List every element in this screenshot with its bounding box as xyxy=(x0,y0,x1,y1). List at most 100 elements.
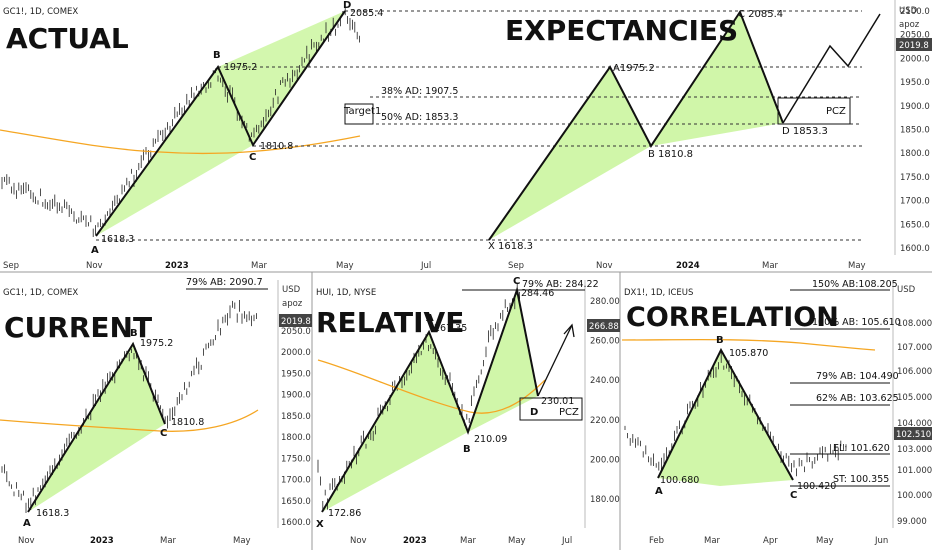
top-ytick: 1750.0 xyxy=(900,173,930,183)
bl-ytick: 1950.0 xyxy=(281,369,311,379)
title-relative: RELATIVE xyxy=(316,306,464,339)
target-box xyxy=(344,103,374,125)
current-fill xyxy=(28,344,165,512)
relative-val-c: 284.46 xyxy=(521,288,554,299)
current-label-a: A xyxy=(23,518,31,529)
top-price-tag-text: 2019.8 xyxy=(899,41,929,51)
bl-price-tag-text: 2019.8 xyxy=(281,317,311,327)
relative-bcd-fill xyxy=(468,290,538,432)
relative-pattern-line xyxy=(321,286,539,513)
top-panel: GC1!, 1D, COMEX ACTUAL EXPECTANCIES B 19… xyxy=(0,0,932,271)
br-150ab-label: 150% AB:108.205 xyxy=(812,279,898,290)
bm-ytick: 280.00 xyxy=(590,297,620,307)
bl-y-axis: 2050.0 2000.0 1950.0 1900.0 1850.0 1800.0 1750… xyxy=(281,327,311,528)
expect-bcd-fill xyxy=(651,12,783,146)
bm-x-axis: Nov 2023 Mar May Jul xyxy=(350,536,572,546)
relative-label-c: C xyxy=(513,276,520,287)
correlation-val-b: 105.870 xyxy=(729,348,768,359)
top-xtick: May xyxy=(336,261,354,271)
expect-pattern-line xyxy=(488,9,784,241)
top-xtick: Sep xyxy=(508,261,524,271)
correlation-label-a: A xyxy=(655,486,663,497)
relative-val-x: 172.86 xyxy=(328,508,361,519)
current-val-b: 1975.2 xyxy=(140,338,173,349)
expect-label-d: D 1853.3 xyxy=(782,126,828,137)
bl-79ab-label: 79% AB: 2090.7 xyxy=(186,277,263,288)
bm-xtick: 2023 xyxy=(403,536,427,546)
bl-price-tag xyxy=(279,314,312,327)
br-xtick: Feb xyxy=(649,536,664,546)
top-ytick: 1600.0 xyxy=(900,244,930,254)
actual-label-a: A xyxy=(91,245,99,256)
br-100ab-label: 100% AB: 105.610 xyxy=(812,317,901,328)
expect-label-c: C 2085.4 xyxy=(738,9,783,20)
top-currency: USD xyxy=(899,6,918,16)
top-price-tag xyxy=(896,38,932,51)
title-expectancies: EXPECTANCIES xyxy=(505,14,738,47)
bl-xtick: 2023 xyxy=(90,536,114,546)
expect-label-x: X 1618.3 xyxy=(488,241,533,252)
top-ytick: 1700.0 xyxy=(900,197,930,207)
br-ytick: 108.000 xyxy=(897,319,932,329)
bm-price-tag xyxy=(587,319,620,332)
br-ytick: 99.000 xyxy=(897,517,927,527)
relative-arrow-head xyxy=(563,323,575,338)
br-price-tag xyxy=(894,427,932,440)
bl-moving-average xyxy=(0,409,259,432)
title-correlation: CORRELATION xyxy=(626,302,839,333)
current-val-c: 1810.8 xyxy=(171,417,204,428)
br-ytick: 105.000 xyxy=(897,393,932,403)
bm-pcz-box xyxy=(519,397,583,421)
top-xtick: Sep xyxy=(3,261,19,271)
br-79ab-label: 79% AB: 104.490 xyxy=(816,371,899,382)
top-ytick: 2100.0 xyxy=(900,7,930,17)
actual-val-b: 1975.2 xyxy=(224,62,257,73)
expect-xab-fill xyxy=(489,67,651,240)
level-38ad-label: 38% AD: 1907.5 xyxy=(381,86,458,97)
correlation-label-b: B xyxy=(716,335,724,346)
relative-label-d: D xyxy=(530,407,538,418)
bm-symbol: HUI, 1D, NYSE xyxy=(316,288,376,298)
top-xtick: Mar xyxy=(251,261,268,271)
top-ytick: 2000.0 xyxy=(900,54,930,64)
bm-79ab-label: 79% AB: 284.22 xyxy=(522,279,599,290)
br-ytick: 103.000 xyxy=(897,445,932,455)
br-symbol: DX1!, 1D, ICEUS xyxy=(624,288,693,298)
top-price-bars xyxy=(1,8,361,237)
top-ytick: 1900.0 xyxy=(900,102,930,112)
bl-x-axis: Nov 2023 Mar May xyxy=(18,536,251,546)
bl-ytick: 1700.0 xyxy=(281,476,311,486)
br-ytick: 101.000 xyxy=(897,466,932,476)
correlation-val-c: 100.420 xyxy=(797,481,836,492)
br-x-axis: Feb Mar Apr May Jun xyxy=(649,536,888,546)
top-ytick: 1800.0 xyxy=(900,149,930,159)
bm-ytick: 260.00 xyxy=(590,337,620,347)
top-moving-average xyxy=(0,129,361,155)
bottom-mid-panel: HUI, 1D, NYSE RELATIVE X 172.86 A 267.35… xyxy=(316,276,620,546)
actual-val-c: 1810.8 xyxy=(260,141,293,152)
bl-ytick: 1850.0 xyxy=(281,412,311,422)
br-ytick: 106.000 xyxy=(897,367,932,377)
actual-cd-fill xyxy=(218,11,345,145)
top-xtick: Nov xyxy=(86,261,103,271)
bottom-right-panel: DX1!, 1D, ICEUS CORRELATION B 105.870 A … xyxy=(621,279,932,546)
relative-projection xyxy=(537,324,573,397)
top-xtick: 2024 xyxy=(676,261,700,271)
br-price-tag-text: 102.510 xyxy=(896,430,931,440)
actual-label-d: D xyxy=(343,0,351,11)
correlation-fill xyxy=(658,350,793,486)
current-val-a: 1618.3 xyxy=(36,508,69,519)
br-xtick: Jun xyxy=(874,536,888,546)
actual-val-a: 1618.3 xyxy=(101,234,134,245)
br-el-label: EL: 101.620 xyxy=(833,443,890,454)
top-xtick: 2023 xyxy=(165,261,189,271)
relative-val-a: 267.35 xyxy=(434,323,467,334)
actual-label-c: C xyxy=(249,152,256,163)
current-pattern-line xyxy=(27,341,166,513)
top-pcz-box xyxy=(777,97,851,125)
actual-val-d: 2085.4 xyxy=(350,8,383,19)
title-actual: ACTUAL xyxy=(6,22,129,55)
actual-label-b: B xyxy=(213,50,221,61)
bl-ytick: 1650.0 xyxy=(281,497,311,507)
